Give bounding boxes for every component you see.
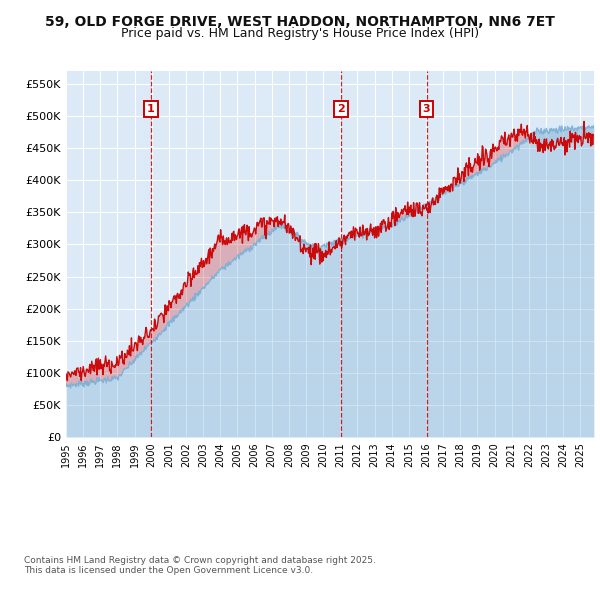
Text: Contains HM Land Registry data © Crown copyright and database right 2025.
This d: Contains HM Land Registry data © Crown c… xyxy=(24,556,376,575)
Text: 59, OLD FORGE DRIVE, WEST HADDON, NORTHAMPTON, NN6 7ET: 59, OLD FORGE DRIVE, WEST HADDON, NORTHA… xyxy=(45,15,555,29)
Text: 2: 2 xyxy=(338,104,346,114)
Text: 1: 1 xyxy=(147,104,155,114)
Text: Price paid vs. HM Land Registry's House Price Index (HPI): Price paid vs. HM Land Registry's House … xyxy=(121,27,479,40)
Text: 3: 3 xyxy=(423,104,430,114)
